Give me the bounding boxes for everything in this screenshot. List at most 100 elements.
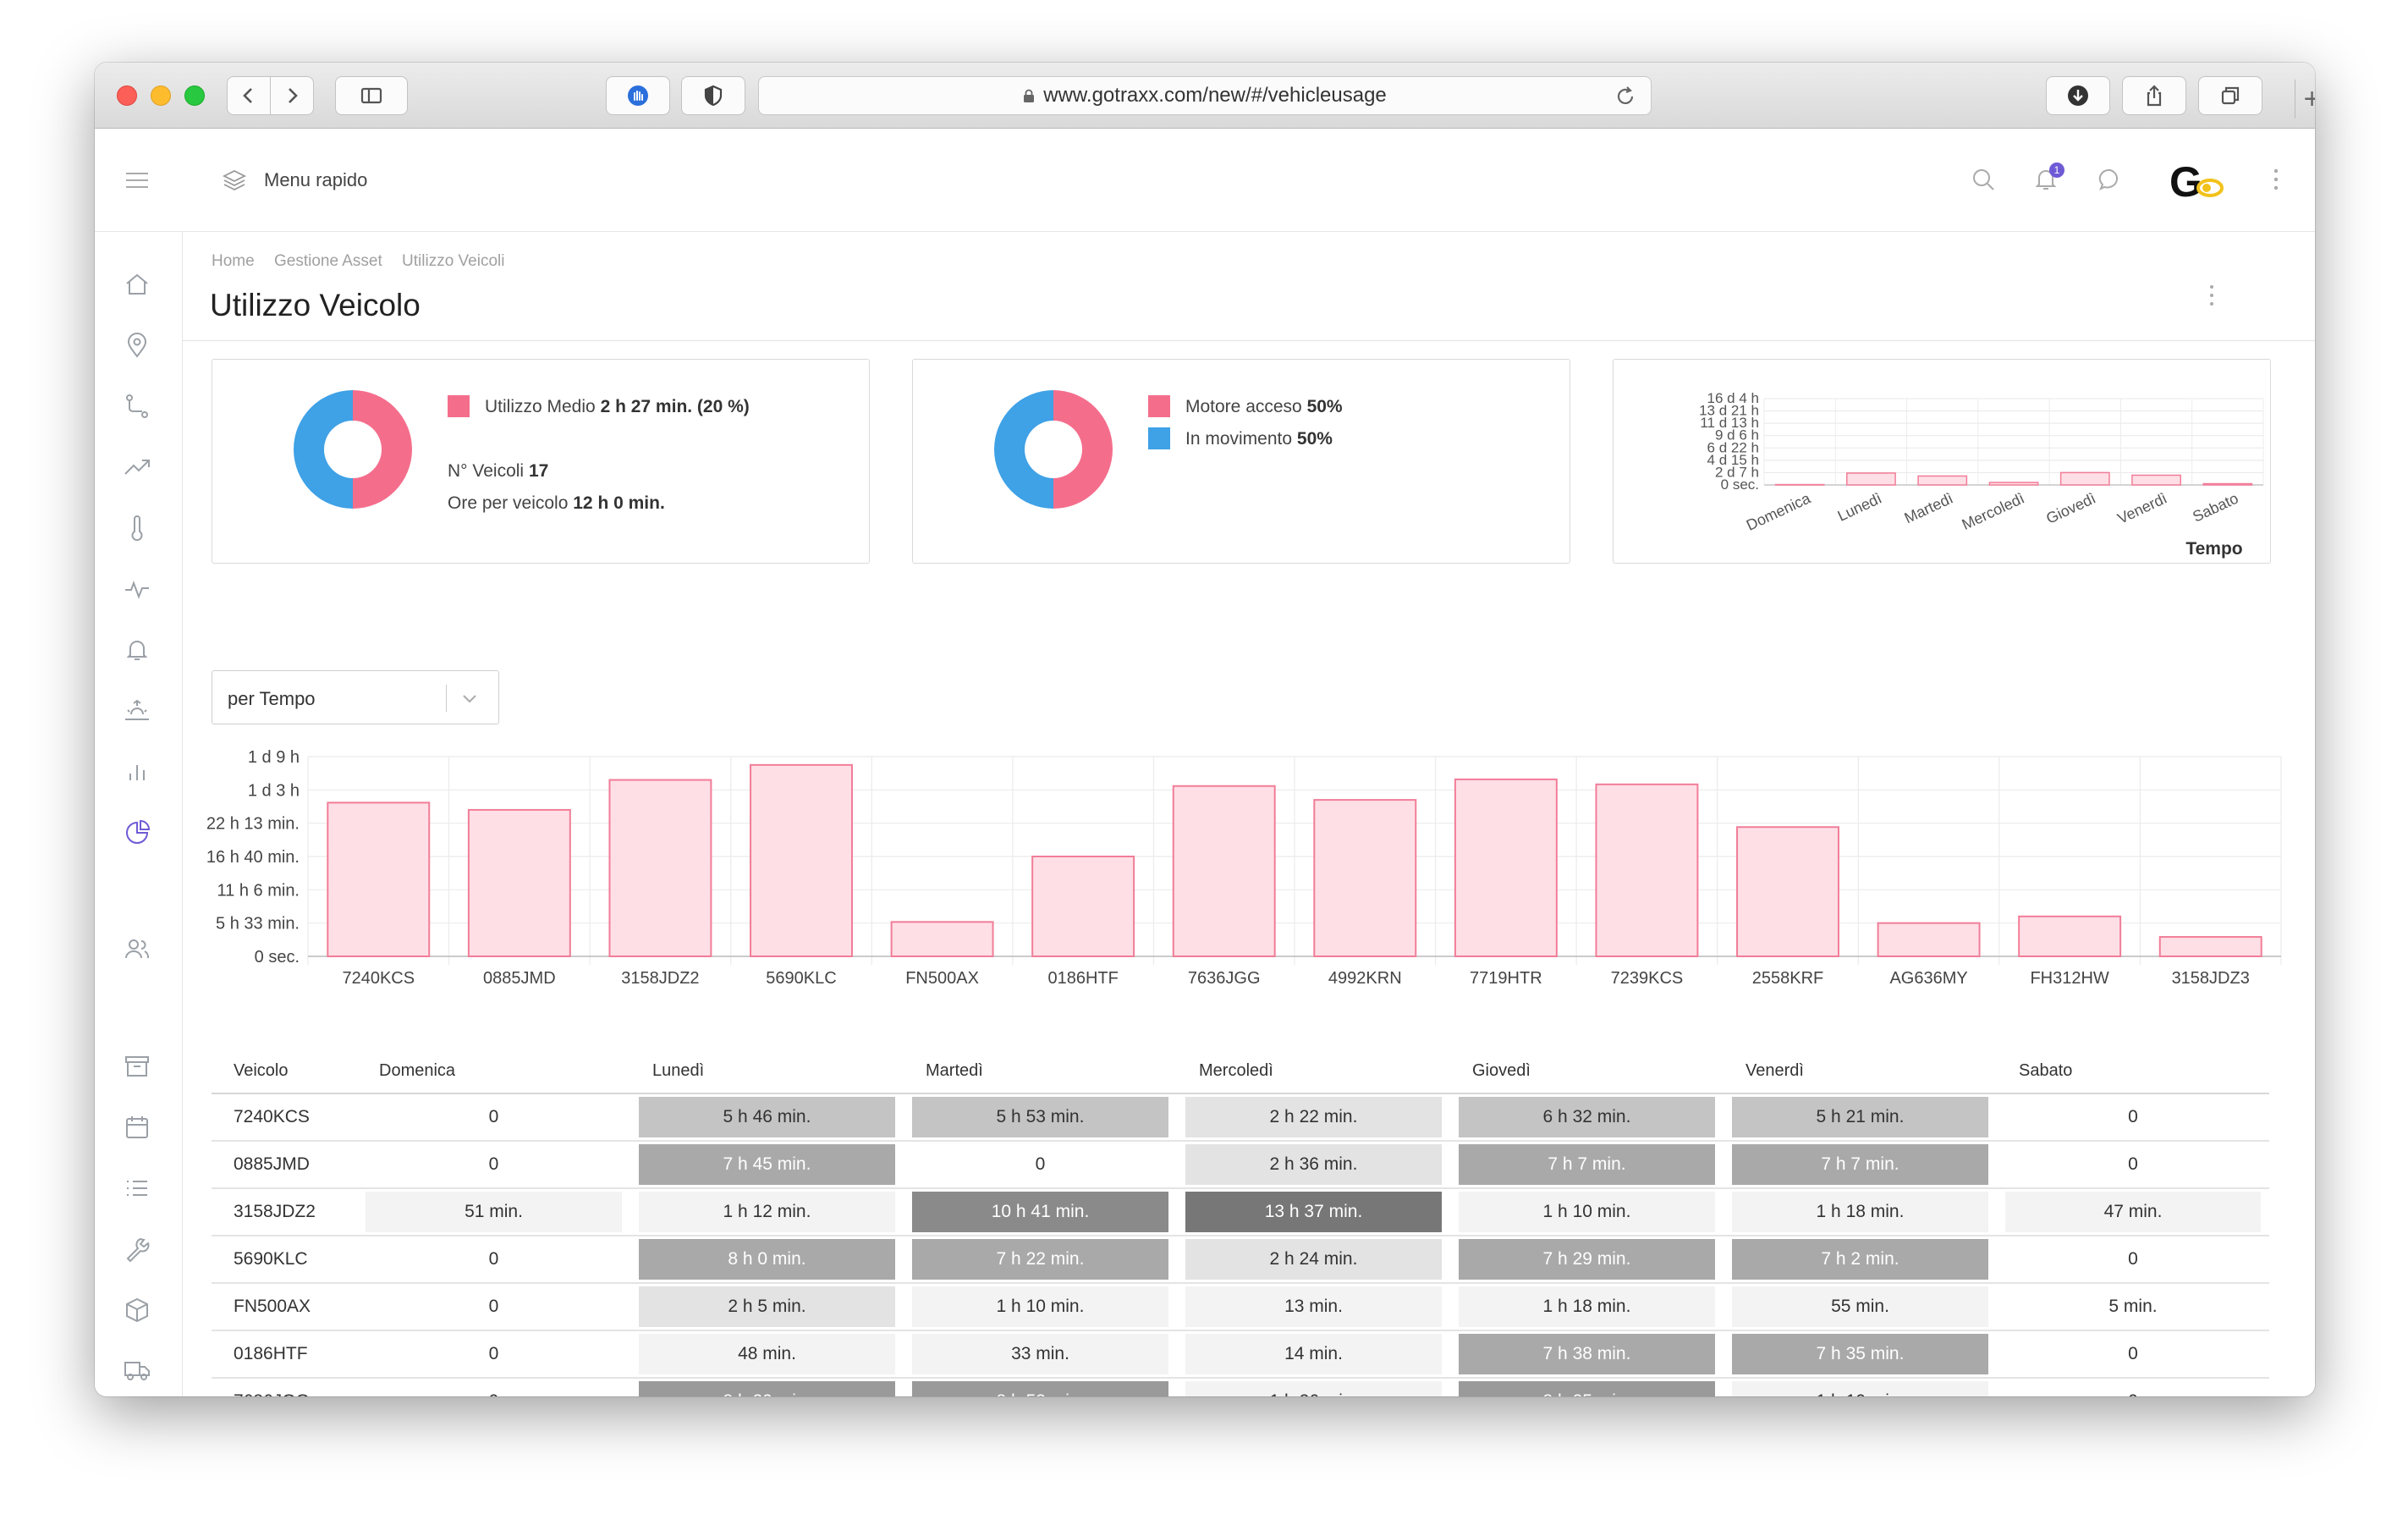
duration-value: 1 h 10 min. — [912, 1286, 1168, 1327]
x-tick-label: 0885JMD — [483, 969, 556, 988]
vehicle-count: N° Veicoli 17 — [448, 461, 549, 481]
usage-summary-card: Utilizzo Medio 2 h 27 min. (20 %) N° Vei… — [212, 359, 870, 564]
column-header[interactable]: Veicolo — [212, 1049, 357, 1094]
duration-cell: 13 h 37 min. — [1177, 1188, 1450, 1236]
tabs-overview-button[interactable] — [2198, 76, 2262, 115]
column-header[interactable]: Giovedì — [1450, 1049, 1724, 1094]
x-tick-label: 3158JDZ3 — [2172, 969, 2250, 988]
column-header[interactable]: Lunedì — [630, 1049, 904, 1094]
table-row[interactable]: 7240KCS 0 5 h 46 min. 5 h 53 min. 2 h 22 min… — [212, 1093, 2269, 1142]
quick-menu-label: Menu rapido — [264, 169, 368, 190]
logo-swoosh-icon — [2196, 179, 2224, 197]
forward-button[interactable] — [270, 76, 314, 115]
sidebar-item-activity[interactable] — [122, 574, 152, 604]
chat-icon[interactable] — [2097, 166, 2124, 193]
duration-cell: 2 h 22 min. — [1177, 1093, 1450, 1142]
sidebar-item-usage[interactable] — [122, 818, 152, 848]
group-by-select[interactable]: per Tempo — [212, 670, 499, 724]
sidebar-item-archive[interactable] — [122, 1051, 152, 1082]
column-header[interactable]: Mercoledì — [1177, 1049, 1450, 1094]
sidebar-item-calendar[interactable] — [122, 1112, 152, 1143]
maximize-window-button[interactable] — [184, 85, 205, 106]
column-header[interactable]: Venerdì — [1724, 1049, 1997, 1094]
address-bar[interactable]: www.gotraxx.com/new/#/vehicleusage — [758, 76, 1652, 115]
duration-cell: 1 h 18 min. — [1724, 1188, 1997, 1236]
sidebar-item-list[interactable] — [122, 1173, 152, 1203]
x-axis-title: Tempo — [2185, 539, 2242, 559]
sidebar-item-sunrise[interactable] — [122, 696, 152, 726]
duration-value: 1 h 10 min. — [1459, 1192, 1715, 1232]
duration-cell: 2 h 36 min. — [1177, 1141, 1450, 1189]
y-tick-label: 22 h 13 min. — [206, 815, 300, 834]
duration-value: 13 min. — [1185, 1286, 1442, 1327]
duration-value: 0 — [366, 1381, 622, 1396]
duration-value: 47 min. — [2005, 1192, 2261, 1232]
duration-cell: 1 h 26 min. — [1177, 1378, 1450, 1396]
privacy-button[interactable] — [681, 76, 745, 115]
column-header[interactable]: Sabato — [1997, 1049, 2269, 1094]
duration-value: 7 h 7 min. — [1732, 1144, 1988, 1185]
notifications-button[interactable]: 1 — [2032, 162, 2066, 196]
duration-value: 0 — [2128, 1154, 2138, 1174]
table-row[interactable]: 3158JDZ2 51 min. 1 h 12 min. 10 h 41 min. 13… — [212, 1188, 2269, 1236]
duration-value: 0 — [2128, 1107, 2138, 1126]
duration-cell: 0 — [357, 1093, 630, 1142]
table-row[interactable]: 0186HTF 0 48 min. 33 min. 14 min. 7 h 38 min.… — [212, 1330, 2269, 1379]
duration-value: 10 h 41 min. — [912, 1192, 1168, 1232]
search-icon[interactable] — [1970, 166, 1997, 193]
chevron-down-icon — [463, 695, 476, 703]
minimize-window-button[interactable] — [151, 85, 171, 106]
extension-button[interactable] — [606, 76, 670, 115]
downloads-button[interactable] — [2046, 76, 2110, 115]
x-tick-label: 7719HTR — [1470, 969, 1542, 988]
sidebar-item-tools[interactable] — [122, 1234, 152, 1264]
sidebar-item-trends[interactable] — [122, 452, 152, 482]
trend-icon — [124, 460, 150, 475]
page-more-icon[interactable] — [2207, 283, 2217, 308]
close-window-button[interactable] — [117, 85, 137, 106]
share-button[interactable] — [2122, 76, 2186, 115]
sidebar-item-reports[interactable] — [122, 757, 152, 787]
more-vertical-icon[interactable] — [2271, 166, 2281, 193]
bar-chart-icon — [129, 765, 145, 780]
x-tick-label: Giovedì — [2043, 489, 2098, 526]
table-row[interactable]: 0885JMD 0 7 h 45 min. 0 2 h 36 min. 7 h 7 min… — [212, 1141, 2269, 1189]
table-row[interactable]: FN500AX 0 2 h 5 min. 1 h 10 min. 13 min. 1 h … — [212, 1283, 2269, 1331]
duration-value: 0 — [488, 1344, 499, 1363]
route-icon — [126, 394, 148, 418]
vehicle-cell: 3158JDZ2 — [212, 1188, 357, 1236]
column-header[interactable]: Martedì — [904, 1049, 1177, 1094]
chart-bar — [327, 801, 431, 957]
table-row[interactable]: 5690KLC 0 8 h 0 min. 7 h 22 min. 2 h 24 min.… — [212, 1236, 2269, 1284]
duration-value: 0 — [1035, 1154, 1046, 1174]
sidebar-item-users[interactable] — [122, 934, 152, 965]
sidebar-toggle-button[interactable] — [335, 76, 408, 115]
menu-icon[interactable] — [124, 169, 151, 191]
back-button[interactable] — [227, 76, 271, 115]
breadcrumb-home[interactable]: Home — [212, 252, 255, 270]
sidebar-item-home[interactable] — [122, 269, 152, 300]
calendar-icon — [126, 1116, 148, 1138]
duration-value: 0 — [2128, 1249, 2138, 1269]
table-row[interactable]: 7636JGG 0 8 h 39 min. 8 h 53 min. 1 h 26 min… — [212, 1378, 2269, 1396]
duration-cell: 0 — [1997, 1141, 2269, 1189]
column-header[interactable]: Domenica — [357, 1049, 630, 1094]
duration-value: 0 — [2005, 1381, 2261, 1396]
sidebar-item-packages[interactable] — [122, 1295, 152, 1325]
new-tab-button[interactable]: + — [2295, 80, 2315, 118]
sidebar-item-map[interactable] — [122, 330, 152, 361]
sidebar-item-temperature[interactable] — [122, 513, 152, 543]
x-tick-label: FH312HW — [2030, 969, 2108, 988]
header-divider — [183, 340, 2315, 341]
sunrise-icon — [125, 699, 149, 720]
chart-bar — [1877, 922, 1981, 958]
breadcrumb-asset[interactable]: Gestione Asset — [273, 252, 382, 270]
donut-segment-idle — [294, 390, 353, 509]
sidebar-item-alerts[interactable] — [122, 635, 152, 665]
duration-value: 5 min. — [2108, 1297, 2158, 1316]
sidebar-item-vehicles[interactable] — [122, 1354, 152, 1385]
reload-icon[interactable] — [1614, 85, 1637, 108]
x-tick-label: Mercoledì — [1960, 489, 2027, 533]
quick-menu-button[interactable]: Menu rapido — [222, 159, 367, 201]
sidebar-item-routes[interactable] — [122, 391, 152, 421]
